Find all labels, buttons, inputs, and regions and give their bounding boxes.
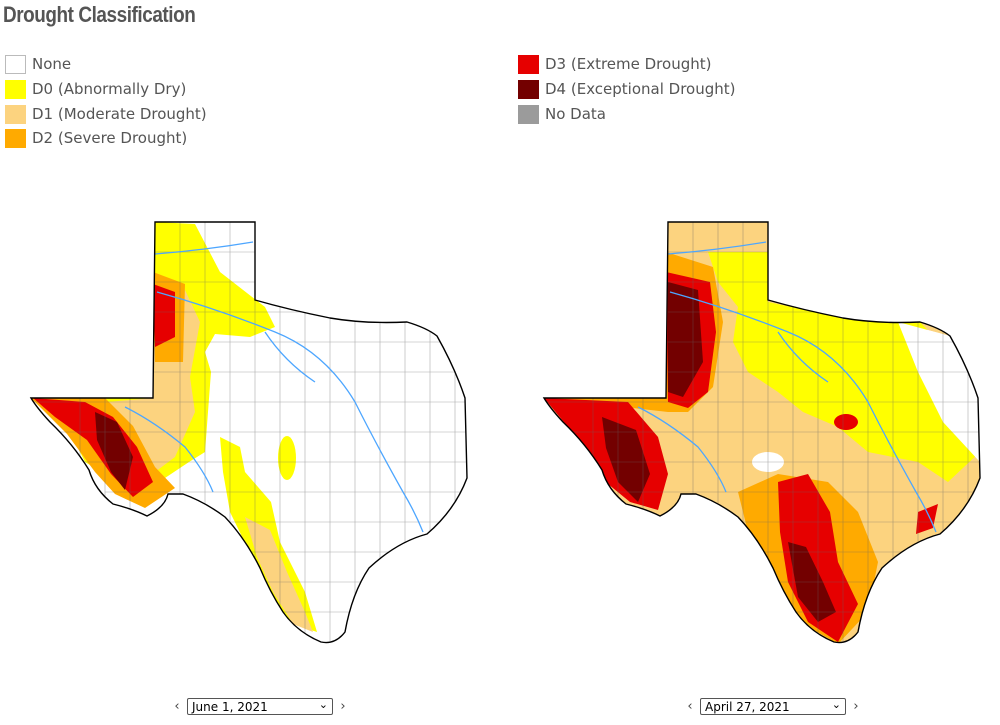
drought-map-june-1-2021 — [30, 221, 468, 644]
legend-swatch-d0 — [5, 79, 26, 99]
legend-label: D1 (Moderate Drought) — [32, 105, 207, 123]
legend-item-d4: D4 (Exceptional Drought) — [518, 79, 736, 99]
next-date-button[interactable]: › — [853, 699, 859, 714]
d3-area-central — [834, 414, 858, 430]
legend-label: D0 (Abnormally Dry) — [32, 80, 187, 98]
previous-date-button[interactable]: ‹ — [687, 699, 693, 714]
d4-area-panhandle — [668, 282, 703, 397]
legend-swatch-d4 — [518, 79, 539, 99]
legend-swatch-d3 — [518, 54, 539, 74]
legend-item-d0: D0 (Abnormally Dry) — [5, 79, 186, 99]
d4-area-trans-pecos — [95, 412, 133, 490]
d1-area-south — [245, 517, 313, 632]
date-select-value: April 27, 2021 — [705, 699, 790, 714]
next-date-button[interactable]: › — [340, 699, 346, 714]
date-nav-right: ‹ April 27, 2021 ⌄ › — [683, 698, 863, 715]
legend-label: D4 (Exceptional Drought) — [545, 80, 736, 98]
legend-label: D3 (Extreme Drought) — [545, 55, 712, 73]
chevron-down-icon: ⌄ — [318, 698, 328, 711]
drought-map-april-27-2021 — [543, 221, 981, 644]
d0-area-central — [278, 436, 296, 480]
legend-swatch-none — [5, 54, 26, 74]
legend-label: No Data — [545, 105, 606, 123]
d0-area-north-east — [708, 252, 980, 482]
none-area-east-overlay — [898, 322, 980, 462]
date-nav-left: ‹ June 1, 2021 ⌄ › — [170, 698, 350, 715]
river-lines — [637, 241, 937, 533]
legend-item-none: None — [5, 54, 71, 74]
date-select[interactable]: April 27, 2021 ⌄ — [700, 698, 846, 715]
legend-item-d1: D1 (Moderate Drought) — [5, 104, 207, 124]
date-select[interactable]: June 1, 2021 ⌄ — [187, 698, 333, 715]
page-title: Drought Classification — [3, 2, 196, 27]
chevron-down-icon: ⌄ — [831, 698, 841, 711]
legend-swatch-no-data — [518, 104, 539, 124]
legend-swatch-d1 — [5, 104, 26, 124]
previous-date-button[interactable]: ‹ — [174, 699, 180, 714]
river-lines — [124, 241, 424, 533]
legend-item-no-data: No Data — [518, 104, 606, 124]
legend-label: None — [32, 55, 72, 73]
d3-area-coast — [916, 504, 938, 534]
legend-item-d2: D2 (Severe Drought) — [5, 128, 187, 148]
legend-label: D2 (Severe Drought) — [32, 129, 188, 147]
legend-item-d3: D3 (Extreme Drought) — [518, 54, 711, 74]
d3-area-panhandle — [153, 284, 175, 347]
d4-area-trans-pecos — [602, 417, 650, 502]
date-select-value: June 1, 2021 — [192, 699, 268, 714]
legend-swatch-d2 — [5, 128, 26, 148]
